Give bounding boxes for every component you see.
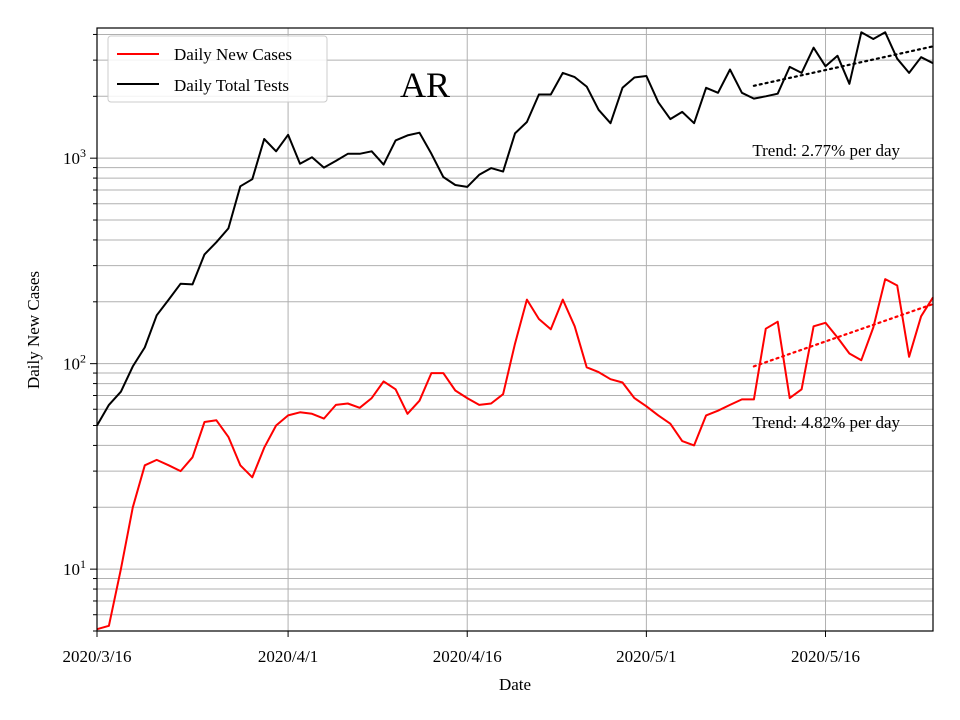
x-tick-label: 2020/4/1 [258,647,318,666]
trend-label-cases: Trend: 4.82% per day [752,413,900,432]
tests-line [96,31,934,427]
x-tick-label: 2020/5/16 [791,647,860,666]
x-tick-label: 2020/4/16 [433,647,502,666]
cases-trend-line [752,302,935,368]
state-label: AR [400,65,450,105]
trend-layer [752,45,935,368]
y-tick-label: 103 [63,146,86,168]
legend-label-tests: Daily Total Tests [174,76,289,95]
y-axis-label: Daily New Cases [24,271,43,389]
grid [96,28,933,632]
y-tick-label: 102 [63,352,86,374]
y-tick-label: 101 [63,557,86,579]
trend-label-tests: Trend: 2.77% per day [752,141,900,160]
tests-trend-line [752,45,935,87]
legend: Daily New Cases Daily Total Tests [107,35,328,103]
x-axis-label: Date [499,675,531,694]
ticks: 2020/3/16 2020/4/1 2020/4/16 2020/5/1 2020/5… [63,33,860,666]
legend-box [107,35,328,103]
x-tick-label: 2020/5/1 [616,647,676,666]
legend-label-cases: Daily New Cases [174,45,292,64]
x-tick-label: 2020/3/16 [63,647,132,666]
cases-line [96,278,934,631]
plot-frame [96,27,934,632]
series-layer [96,31,934,631]
